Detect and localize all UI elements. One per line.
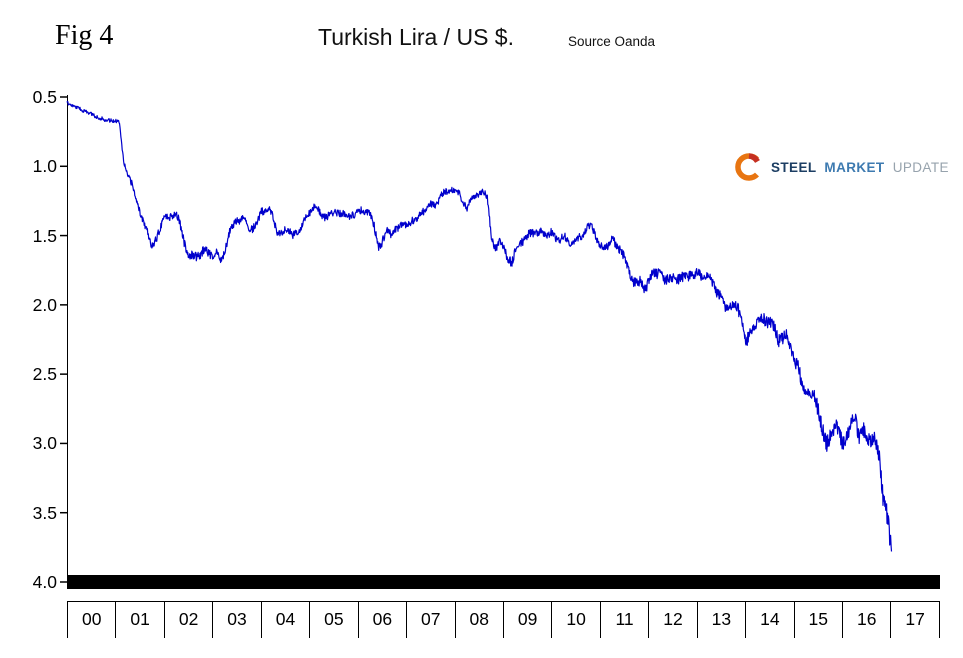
logo-swirl-icon	[735, 153, 760, 181]
x-axis-cell: 10	[552, 602, 601, 638]
x-axis-year-label: 12	[663, 609, 683, 629]
x-axis-cell: 03	[213, 602, 262, 638]
x-axis-cell: 07	[407, 602, 456, 638]
logo-word-market: MARKET	[824, 159, 885, 175]
x-axis-cell: 17	[891, 602, 940, 638]
chart-title: Turkish Lira / US $.	[318, 24, 514, 50]
x-axis-cell: 01	[116, 602, 165, 638]
y-axis-label: 0.5	[32, 87, 57, 107]
x-axis-cell: 16	[843, 602, 892, 638]
logo-word-steel: STEEL	[771, 159, 817, 175]
x-axis-year-label: 05	[324, 609, 344, 629]
x-axis-year-label: 16	[856, 609, 877, 629]
y-axis-label: 4.0	[32, 572, 57, 592]
exchange-rate-line	[66, 100, 893, 552]
x-axis: 00 01 02 03 04 05 06 07 08 09 10 11 12 13 14 15 16 17	[67, 601, 940, 638]
x-axis-cell: 06	[359, 602, 408, 638]
bottom-axis-bar	[67, 575, 940, 589]
y-axis-label: 1.0	[32, 156, 57, 177]
x-axis-year-label: 09	[517, 609, 538, 629]
x-axis-year-label: 00	[81, 609, 102, 629]
x-axis-year-label: 17	[905, 609, 925, 629]
y-axis-label: 3.5	[32, 502, 57, 523]
x-axis-year-label: 01	[130, 609, 150, 629]
x-axis-year-label: 11	[615, 609, 634, 629]
logo-word-update: UPDATE	[892, 159, 949, 175]
plot-svg	[60, 95, 940, 589]
x-axis-cell: 15	[795, 602, 843, 638]
x-axis-cell: 14	[746, 602, 795, 638]
x-axis-cell: 02	[165, 602, 214, 638]
x-axis-year-label: 15	[808, 609, 829, 629]
x-axis-year-label: 10	[566, 609, 586, 629]
y-axis-label: 1.5	[32, 225, 57, 246]
steel-market-update-logo: STEEL MARKET UPDATE	[731, 149, 949, 185]
y-axis-labels: 0.5 1.0 1.5 2.0 2.5 3.0 3.5 4.0	[0, 0, 57, 658]
y-axis-label: 3.0	[32, 433, 57, 454]
y-axis-label: 2.5	[32, 364, 57, 385]
y-axis-label: 2.0	[32, 294, 57, 315]
logo-text: STEEL MARKET UPDATE	[771, 160, 949, 175]
x-axis-cell: 09	[504, 602, 553, 638]
x-axis-year-label: 13	[711, 609, 732, 629]
figure-number-label: Fig 4	[55, 20, 114, 51]
x-axis-year-label: 06	[372, 609, 393, 629]
x-axis-cell: 08	[456, 602, 504, 638]
x-axis-cell: 04	[262, 602, 311, 638]
x-axis-cell: 00	[67, 602, 117, 638]
x-axis-year-label: 02	[178, 609, 199, 629]
x-axis-cell: 11	[601, 602, 650, 638]
source-label: Source Oanda	[568, 34, 656, 49]
x-axis-year-label: 03	[227, 609, 247, 629]
x-axis-cell: 12	[649, 602, 698, 638]
x-axis-year-label: 14	[760, 609, 780, 629]
x-axis-cell: 13	[698, 602, 747, 638]
x-axis-cell: 05	[310, 602, 359, 638]
x-axis-year-label: 07	[421, 609, 441, 629]
x-axis-year-label: 04	[275, 609, 296, 629]
x-axis-year-label: 08	[469, 609, 489, 629]
